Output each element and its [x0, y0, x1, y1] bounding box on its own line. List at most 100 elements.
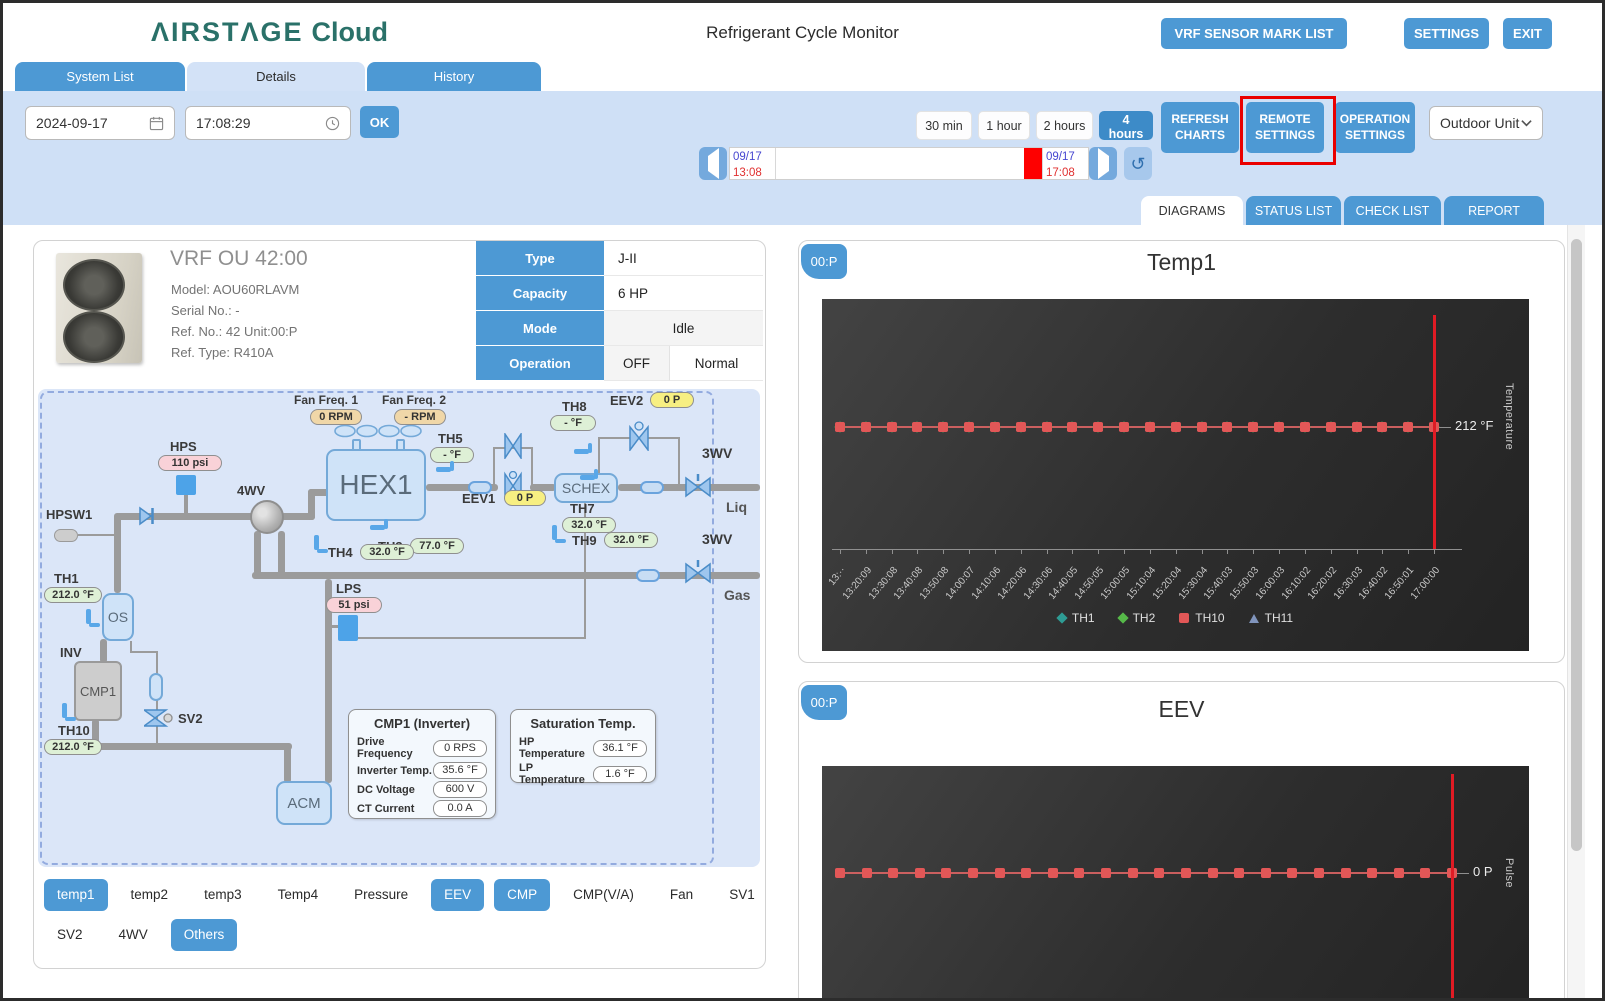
scrollbar-thumb[interactable] [1571, 239, 1582, 851]
x-axis-tick [1020, 550, 1022, 554]
data-point-th10 [1377, 422, 1388, 432]
series-line [840, 426, 1434, 428]
scrollbar-track[interactable] [1567, 225, 1585, 998]
fan-grille-icon [63, 259, 125, 311]
tab-status-list[interactable]: STATUS LIST [1246, 196, 1341, 225]
timeline-forward-button[interactable] [1089, 147, 1117, 180]
exit-button[interactable]: EXIT [1503, 18, 1552, 49]
sensor-tab-eev[interactable]: EEV [431, 879, 485, 911]
sensor-tab-temp4[interactable]: Temp4 [265, 879, 332, 911]
pipe [530, 484, 556, 491]
data-point-eev [968, 868, 979, 878]
operation-settings-button[interactable]: OPERATION SETTINGS [1335, 102, 1415, 153]
eev1-loop [531, 447, 533, 487]
data-point-th10 [1093, 422, 1104, 432]
data-point-th10 [1248, 422, 1259, 432]
timeline-reload-button[interactable]: ↺ [1124, 147, 1152, 180]
sensor-tab-temp2[interactable]: temp2 [118, 879, 182, 911]
data-point-eev [835, 868, 845, 878]
range-30min-button[interactable]: 30 min [916, 111, 972, 140]
schex-box: SCHEX [554, 473, 618, 503]
time-input[interactable]: 17:08:29 [185, 106, 351, 140]
data-point-eev [994, 868, 1005, 878]
clock-icon[interactable] [325, 116, 340, 131]
operation-value: OFF [604, 346, 670, 381]
inv-label: INV [60, 645, 82, 660]
3wv-gas-label: 3WV [702, 531, 733, 547]
date-input[interactable]: 2024-09-17 [25, 106, 175, 140]
eev2-value: 0 P [650, 392, 694, 408]
tab-details[interactable]: Details [187, 62, 365, 91]
legend-item-th1[interactable]: TH1 [1056, 611, 1095, 625]
x-axis-tick [1201, 550, 1203, 554]
vrf-sensor-mark-list-button[interactable]: VRF SENSOR MARK LIST [1161, 18, 1347, 49]
ok-button[interactable]: OK [360, 106, 399, 138]
ct-current-value: 0.0 A [433, 800, 487, 817]
timeline-track[interactable] [776, 148, 1024, 179]
pipe [100, 639, 107, 663]
tab-diagrams[interactable]: DIAGRAMS [1141, 196, 1243, 225]
data-point-th10 [1351, 422, 1362, 432]
x-axis-tick [865, 550, 867, 554]
lps-value: 51 psi [326, 597, 382, 613]
tab-history[interactable]: History [367, 62, 541, 91]
calendar-icon[interactable] [149, 116, 164, 131]
sensor-tab-temp1[interactable]: temp1 [44, 879, 108, 911]
hpsw1-label: HPSW1 [46, 507, 93, 522]
timeline-bar[interactable]: 09/17 13:08 09/17 17:08 [729, 147, 1089, 180]
table-header-type: Type [476, 241, 604, 276]
sensor-tab-sv1[interactable]: SV1 [716, 879, 768, 911]
sensor-tab-row-1: temp1 temp2 temp3 Temp4 Pressure EEV CMP… [44, 879, 768, 911]
range-2hours-button[interactable]: 2 hours [1036, 111, 1093, 140]
x-axis-tick [1098, 550, 1100, 554]
sensor-tab-4wv[interactable]: 4WV [106, 919, 161, 951]
data-point-th10 [1325, 422, 1336, 432]
remote-settings-button[interactable]: REMOTE SETTINGS [1246, 102, 1324, 153]
sensor-tab-temp3[interactable]: temp3 [191, 879, 255, 911]
data-point-eev [1127, 868, 1138, 878]
data-point-eev [1393, 868, 1404, 878]
x-axis-tick [1149, 550, 1151, 554]
sensor-tab-sv2[interactable]: SV2 [44, 919, 96, 951]
unit-info-table: Type J-II Capacity 6 HP Mode Idle Operat… [476, 241, 763, 381]
annotation-tick [1438, 427, 1451, 428]
unit-select[interactable]: Outdoor Unit [1429, 106, 1543, 140]
timeline-cursor[interactable] [1024, 148, 1042, 179]
sensor-tab-cmp[interactable]: CMP [494, 879, 551, 911]
th8-value: - °F [550, 415, 596, 431]
legend-label: TH1 [1071, 611, 1095, 625]
sensor-tab-pressure[interactable]: Pressure [341, 879, 421, 911]
tab-report[interactable]: REPORT [1444, 196, 1544, 225]
operation-status: Normal [670, 346, 763, 381]
table-row: Type J-II [476, 241, 763, 276]
temp1-chart-plot: 13:·· 13:20:09 13:30:08 13:40:08 13:50:08 14:… [822, 299, 1529, 651]
table-row: Mode Idle [476, 311, 763, 346]
chevron-down-icon [1521, 119, 1532, 127]
dc-voltage-label: DC Voltage [357, 783, 415, 796]
y-axis-label: Pulse [1503, 858, 1515, 889]
th1-label: TH1 [54, 571, 79, 586]
range-4hours-button[interactable]: 4 hours [1099, 111, 1153, 141]
data-point-eev [1154, 868, 1165, 878]
pipe [254, 531, 261, 575]
cursor-line [1433, 315, 1436, 549]
x-axis-tick [891, 550, 893, 554]
sensor-tab-fan[interactable]: Fan [657, 879, 706, 911]
settings-button[interactable]: SETTINGS [1404, 18, 1489, 49]
unit-title: VRF OU 42:00 [170, 247, 308, 270]
sensor-tab-others[interactable]: Others [170, 919, 238, 951]
data-point-eev [1340, 868, 1351, 878]
x-axis-tick [1253, 550, 1255, 554]
legend-item-th2[interactable]: TH2 [1116, 611, 1155, 625]
legend-item-th10[interactable]: TH10 [1179, 611, 1225, 625]
tab-check-list[interactable]: CHECK LIST [1344, 196, 1441, 225]
timeline-back-button[interactable] [699, 147, 727, 180]
tab-system-list[interactable]: System List [15, 62, 185, 91]
mode-value: Idle [604, 311, 763, 346]
cmp1-box: CMP1 [74, 661, 122, 721]
refresh-charts-button[interactable]: REFRESH CHARTS [1161, 102, 1239, 153]
legend-item-th11[interactable]: TH11 [1248, 611, 1293, 625]
data-point-th10 [1144, 422, 1155, 432]
range-1hour-button[interactable]: 1 hour [978, 111, 1030, 140]
sensor-tab-cmp-va[interactable]: CMP(V/A) [560, 879, 647, 911]
